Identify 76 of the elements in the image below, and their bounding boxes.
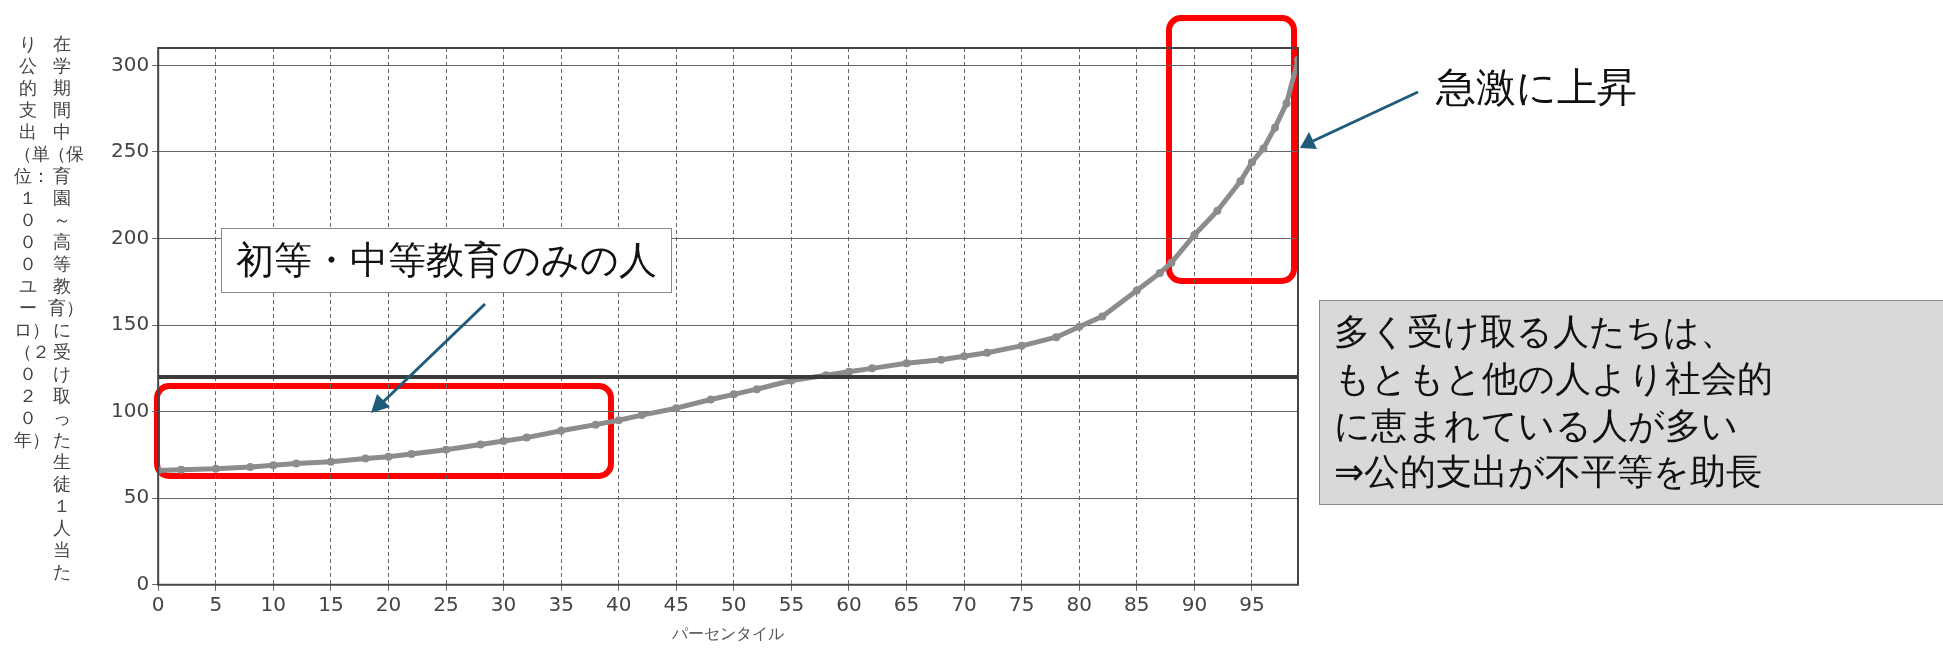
y-tick-label: 100 [110, 397, 150, 422]
y-tick-label: 0 [136, 571, 150, 595]
point [384, 452, 393, 461]
y-tick-label: 250 [110, 138, 150, 163]
x-tick-label: 35 [548, 592, 574, 616]
point [1075, 322, 1084, 331]
point [1052, 333, 1061, 342]
point [522, 433, 531, 442]
point [1155, 269, 1164, 278]
point [407, 450, 416, 459]
annotation: 初等・中等教育のみの人 [221, 228, 672, 293]
x-tick-label: 50 [721, 592, 747, 616]
x-tick-label: 25 [433, 592, 459, 616]
x-tick-label: 40 [605, 592, 632, 616]
x-axis-title: パーセンタイル [671, 623, 785, 643]
point [1259, 144, 1268, 153]
text: もともと他の人より社会的 [1334, 356, 1774, 401]
point [1282, 99, 1291, 108]
y-tick-label: 50 [123, 484, 150, 509]
text: 急激に上昇 [1436, 63, 1637, 112]
point [557, 426, 566, 435]
point [211, 464, 220, 473]
x-tick-label: 10 [260, 592, 287, 616]
y-tick-label: 300 [110, 51, 150, 76]
point [177, 465, 186, 474]
point [292, 459, 301, 468]
x-tick-label: 70 [951, 592, 977, 616]
text: ⇒公的支出が不平等を助長 [1334, 450, 1764, 495]
x-tick-label: 65 [893, 592, 920, 616]
text: 在学期間中（保育園～高等教育）に受け取った生徒１人当たり公的支出（単位：１０００ユーロ）（２０２０年） [14, 33, 84, 582]
point [361, 454, 370, 463]
point [706, 395, 715, 404]
point [672, 404, 681, 413]
point [1167, 258, 1176, 267]
point [591, 420, 600, 429]
x-tick-label: 75 [1008, 592, 1035, 616]
point [983, 348, 992, 357]
point [868, 364, 876, 373]
point [269, 461, 278, 470]
point [752, 385, 761, 394]
point [937, 355, 946, 364]
x-tick-label: 5 [209, 592, 223, 616]
x-tick-label: 45 [663, 592, 689, 616]
x-tick-label: 0 [151, 592, 165, 616]
text: 多く受け取る人たちは、 [1334, 310, 1737, 354]
x-tick-label: 90 [1181, 592, 1208, 616]
x-tick-label: 55 [778, 592, 805, 616]
point [844, 367, 853, 376]
x-tick-label: 30 [490, 592, 517, 616]
point [1213, 206, 1222, 215]
point [326, 457, 335, 466]
x-tick-label: 80 [1066, 592, 1092, 616]
point [1132, 286, 1141, 295]
x-tick-label: 15 [318, 592, 344, 616]
point [729, 390, 738, 399]
x-tick-label: 95 [1239, 592, 1265, 616]
point [476, 440, 485, 449]
point [1236, 177, 1245, 186]
point [1270, 123, 1279, 132]
point [499, 437, 508, 446]
point [1017, 341, 1026, 350]
point [1247, 158, 1256, 167]
x-tick-label: 20 [375, 592, 402, 616]
point [960, 352, 969, 361]
point [246, 463, 255, 472]
point [637, 411, 646, 420]
point [442, 445, 451, 454]
y-tick-label: 150 [110, 311, 150, 336]
x-tick-label: 60 [836, 592, 862, 616]
point [1190, 231, 1199, 240]
point [614, 416, 623, 425]
point [1098, 312, 1107, 321]
x-tick-label: 85 [1124, 592, 1150, 616]
y-tick-label: 200 [110, 224, 150, 249]
point [902, 359, 911, 368]
text: に恵まれている人が多い [1334, 403, 1739, 448]
